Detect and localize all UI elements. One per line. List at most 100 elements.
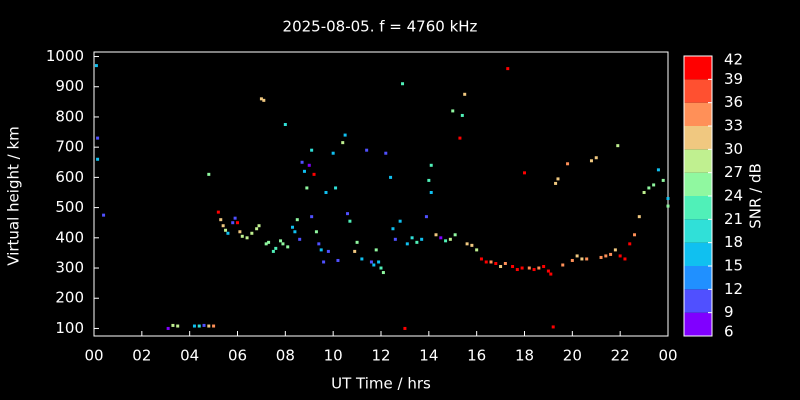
data-point [250,231,254,235]
data-point [255,227,259,231]
data-point [176,324,180,328]
colorbar-tick-label: 39 [724,70,743,88]
data-point [666,204,670,208]
data-point [336,258,340,262]
y-axis-label: Virtual height / km [5,126,23,265]
data-point [465,242,469,246]
data-point [379,266,383,270]
data-point [580,257,584,261]
data-point [656,168,660,172]
data-point [274,246,278,250]
data-point [633,233,637,237]
data-point [532,268,536,272]
data-point [537,266,541,270]
data-point [300,160,304,164]
data-point [259,97,263,101]
data-point [589,159,593,163]
colorbar-tick-label: 6 [724,323,734,341]
data-point [420,237,424,241]
data-point [264,242,268,246]
data-point [212,324,216,328]
data-point [542,265,546,269]
data-point [221,224,225,228]
data-point [334,186,338,190]
colorbar-tick-label: 24 [724,187,743,205]
data-point [463,92,467,96]
data-point [224,228,228,232]
data-point [523,171,526,175]
data-point [314,230,318,234]
data-point [527,266,531,270]
data-point [279,239,283,243]
data-point [618,254,622,258]
data-point [322,260,326,264]
data-point [96,157,100,161]
data-point [451,109,455,113]
data-point [238,230,242,234]
data-point [348,219,352,223]
data-point [616,144,620,148]
data-point [458,136,462,140]
data-point [594,156,598,160]
x-tick-label: 10 [324,347,343,365]
data-point [207,172,211,176]
data-point [506,67,510,71]
data-point [448,237,452,241]
y-tick-label: 300 [55,259,84,277]
data-point [609,252,613,256]
colorbar-band [684,149,712,173]
data-point [489,260,493,264]
data-point [566,162,570,166]
colorbar-tick-label: 15 [724,257,743,275]
data-point [549,272,553,276]
colorbar-band [684,219,712,243]
data-point [245,236,249,240]
data-point [444,239,448,243]
colorbar-band [684,172,712,196]
colorbar-band [684,79,712,103]
data-point [262,98,266,102]
colorbar-tick-label: 30 [724,140,743,158]
data-point [233,216,237,220]
data-point [642,190,646,194]
colorbar-band [684,102,712,126]
colorbar-band [684,312,712,336]
data-point [365,148,369,152]
plot-frame [93,51,669,337]
y-tick-label: 700 [55,138,84,156]
data-point [310,215,314,219]
colorbar-band [684,242,712,266]
colorbar-band [684,289,712,313]
data-point [554,181,558,185]
data-point [236,221,239,225]
y-tick-label: 1000 [46,47,84,65]
data-point [374,248,378,252]
data-point [377,260,381,264]
data-point [470,243,474,247]
data-point [561,263,565,267]
colorbar-band [684,266,712,290]
y-tick-label: 200 [55,289,84,307]
x-tick-label: 16 [467,347,486,365]
data-point [240,234,244,238]
data-point [271,249,275,253]
data-point [628,242,632,246]
data-point [319,248,323,252]
data-point [207,324,211,328]
data-point [494,261,498,265]
data-point [372,263,376,267]
data-point [166,326,170,330]
data-point [398,219,402,223]
y-tick-label: 100 [55,319,84,337]
data-point [637,215,641,219]
data-point [479,257,483,261]
x-tick-label: 22 [611,347,630,365]
x-tick-label: 08 [276,347,295,365]
colorbar-tick-label: 9 [724,303,734,321]
data-point [570,258,574,262]
data-point [410,236,414,240]
data-point [647,186,651,190]
data-point [389,175,393,179]
data-point [499,265,503,269]
